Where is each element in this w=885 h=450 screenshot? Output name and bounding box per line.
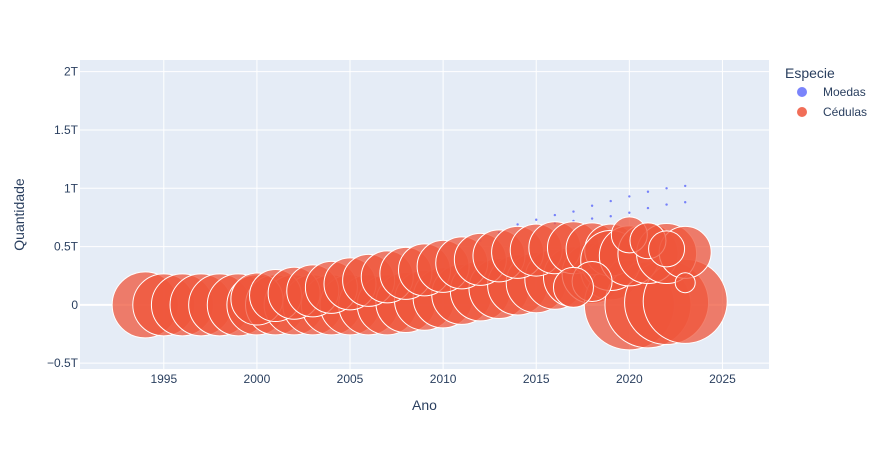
bubble-cedulas[interactable] [674,272,696,294]
y-tick-label: 1.5T [54,123,79,137]
legend-item-moedas[interactable]: Moedas [797,85,866,99]
legend[interactable]: Especie Moedas Cédulas [785,65,867,119]
legend-items[interactable]: Moedas Cédulas [797,85,867,119]
bubble-moedas[interactable] [553,213,557,217]
legend-label: Moedas [823,85,866,99]
bubble-moedas[interactable] [590,204,594,207]
x-tick-label: 2015 [523,372,550,386]
bubble-moedas[interactable] [665,203,668,206]
x-tick-label: 2020 [616,372,643,386]
bubble-moedas[interactable] [609,199,612,203]
y-tick-label: 1T [64,181,79,195]
bubble-moedas[interactable] [516,223,519,226]
bubble-moedas[interactable] [535,218,538,221]
bubble-marks [111,184,728,351]
bubble-moedas[interactable] [684,201,687,204]
y-tick-label: 2T [64,65,79,79]
y-tick-label: 0 [71,298,78,312]
tick-labels: 1995 2000 2005 2010 2015 2020 2025 −0.5T 0 0.5T 1T… [47,65,736,386]
bubble-moedas[interactable] [628,211,631,214]
bubble-cedulas[interactable] [552,266,594,308]
x-axis-title: Ano [412,397,437,413]
bubble-moedas[interactable] [609,215,612,218]
x-tick-label: 2000 [244,372,271,386]
bubble-cedulas[interactable] [648,230,686,268]
bubble-moedas[interactable] [684,184,687,188]
bubble-moedas[interactable] [665,187,668,190]
y-axis-title: Quantidade [11,178,27,251]
legend-swatch [797,87,807,97]
bubble-moedas[interactable] [590,217,594,220]
y-tick-label: −0.5T [47,356,79,370]
legend-title: Especie [785,65,835,81]
bubble-moedas[interactable] [572,210,575,213]
y-tick-label: 0.5T [54,240,79,254]
legend-swatch [797,107,807,117]
bubble-moedas[interactable] [646,206,650,210]
legend-item-cedulas[interactable]: Cédulas [797,105,867,119]
bubble-moedas[interactable] [646,190,650,193]
bubble-moedas[interactable] [628,195,631,198]
x-tick-label: 2025 [709,372,736,386]
x-tick-label: 2005 [337,372,364,386]
legend-label: Cédulas [823,105,867,119]
x-tick-label: 2010 [430,372,457,386]
x-tick-label: 1995 [150,372,177,386]
